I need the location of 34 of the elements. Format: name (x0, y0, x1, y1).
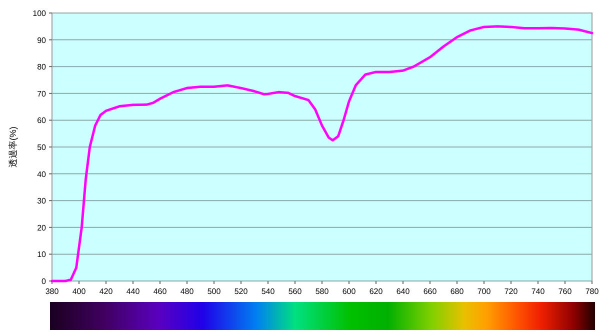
x-tick-label: 500 (207, 287, 222, 296)
x-tick-label: 440 (126, 287, 140, 296)
x-tick-label: 640 (396, 287, 410, 296)
x-tick-label: 660 (423, 287, 438, 296)
line-series (50, 25, 594, 282)
x-tick-label: 560 (288, 287, 302, 296)
x-tick-label: 400 (72, 287, 86, 296)
y-tick-label: 80 (37, 62, 47, 72)
x-tick-label: 720 (504, 287, 518, 296)
x-tick-label: 680 (450, 287, 464, 296)
x-tick-label: 520 (234, 287, 248, 296)
y-tick-label: 20 (37, 223, 47, 232)
x-tick-label: 620 (369, 287, 384, 296)
y-tick-label: 50 (37, 143, 47, 152)
y-tick-label: 70 (37, 89, 47, 98)
x-tick-label: 600 (342, 287, 356, 296)
x-tick-label: 700 (477, 287, 492, 296)
y-tick-label: 0 (42, 277, 47, 286)
y-tick-label: 30 (37, 196, 47, 206)
x-tick-label: 740 (531, 287, 546, 296)
y-tick-label: 90 (37, 36, 47, 45)
x-tick-label: 780 (585, 287, 600, 296)
x-tick-label: 480 (180, 287, 194, 296)
y-tick-label: 100 (32, 9, 47, 18)
y-tick-label: 40 (37, 170, 47, 179)
x-tick-label: 460 (153, 287, 168, 296)
x-tick-label: 760 (558, 287, 572, 296)
y-tick-label: 60 (37, 116, 47, 126)
x-tick-label: 540 (261, 287, 276, 296)
x-tick-label: 380 (45, 287, 60, 296)
x-tick-label: 580 (315, 287, 330, 296)
y-tick-label: 10 (37, 250, 47, 260)
y-axis-title: 透過率(%) (8, 126, 18, 168)
x-tick-label: 420 (99, 287, 114, 296)
